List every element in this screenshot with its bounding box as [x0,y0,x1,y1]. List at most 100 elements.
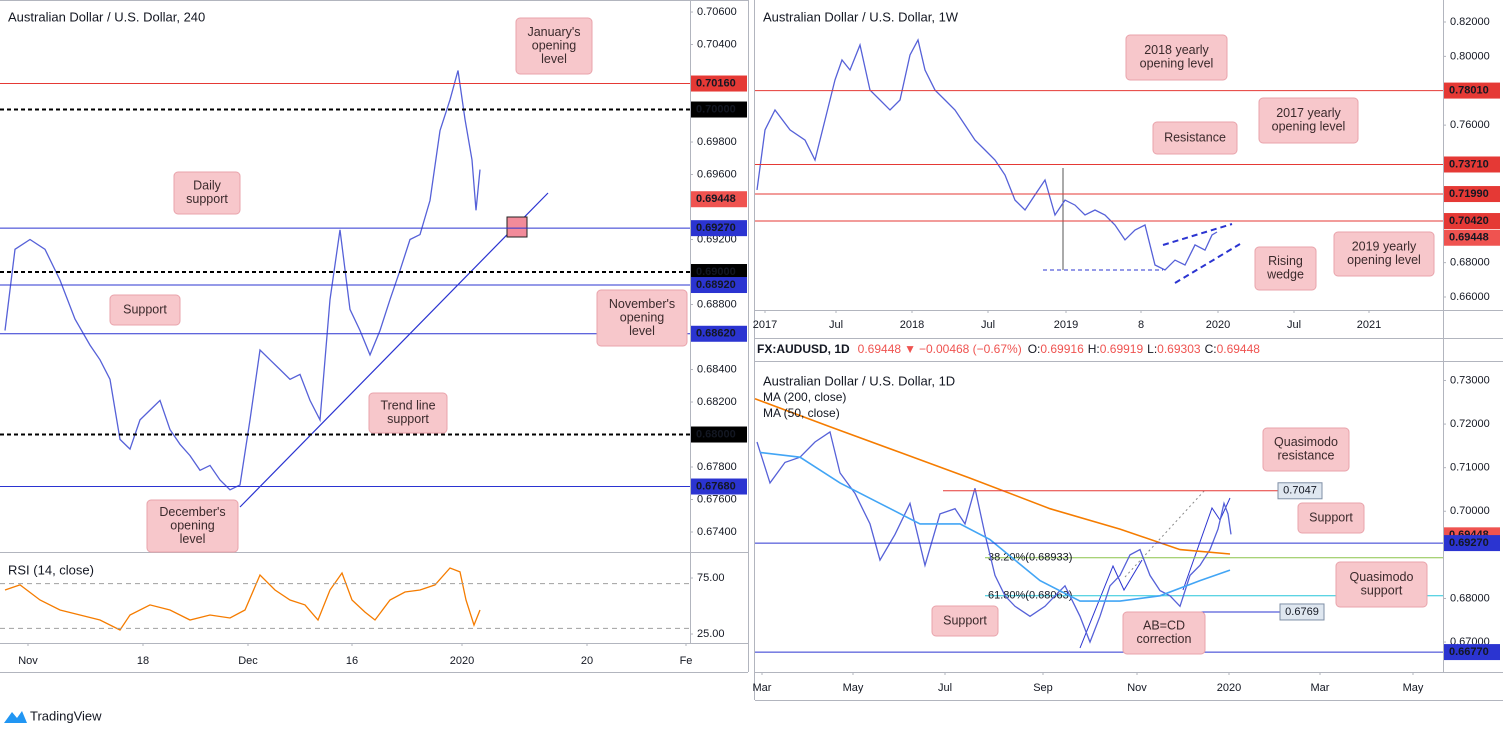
callout-box [1262,427,1350,472]
abcd-line [1079,559,1143,649]
callout-text: Support [943,613,987,627]
level-label: 0.66770 [1449,646,1489,658]
level-box [691,191,747,208]
y-tick-label: 0.67800 [697,461,737,473]
level-label: 0.68920 [696,279,736,291]
callout-box [146,499,239,553]
callout-text: opening [532,38,577,52]
level-box [691,478,747,495]
level-label: 0.78010 [1449,84,1489,96]
level-label: 0.70420 [1449,215,1489,227]
x-tick-label: 2021 [1357,319,1381,331]
callout-text: level [541,52,567,66]
level-box [1444,229,1500,246]
callout-text: correction [1137,632,1192,646]
chart-title: Australian Dollar / U.S. Dollar, 240 [8,9,205,24]
level-box [1444,535,1500,552]
level-box [691,264,747,281]
highlight-zone [506,216,528,238]
x-tick-label: Nov [18,655,38,667]
x-tick-label: 2019 [1054,319,1078,331]
level-box [1444,213,1500,230]
y-tick-label: 0.68000 [1450,257,1490,269]
level-box [691,75,747,92]
level-label: 0.69270 [696,222,736,234]
x-tick-label: Nov [1127,682,1147,694]
legend-label: MA (200, close) [763,390,846,404]
y-tick-label: 0.68000 [1450,592,1490,604]
x-tick-label: Sep [1033,682,1053,694]
x-tick-label: Jul [981,319,995,331]
legend-label: MA (50, close) [763,406,840,420]
y-tick-label: 0.66000 [1450,291,1490,303]
callout-box [596,289,688,347]
y-tick-label: 0.68800 [697,298,737,310]
ohlc-value: 0.69303 [1157,342,1201,356]
callout-text: level [180,532,206,546]
series-line [4,567,481,631]
level-label: 0.70160 [696,77,736,89]
y-tick-label: 0.73000 [1450,374,1490,386]
x-tick-label: Dec [238,655,258,667]
level-box [691,426,747,443]
abcd-line [1182,497,1231,591]
y-tick-label: 0.80000 [1450,50,1490,62]
callout-box [1152,121,1238,155]
callout-text: level [629,324,655,338]
callout-text: Support [123,302,167,316]
y-tick-label: 0.67400 [697,526,737,538]
ohlc-value: 0.69919 [1100,342,1144,356]
callout-box [1335,561,1428,608]
chart-title: RSI (14, close) [8,562,94,577]
callout-text: Support [1309,510,1353,524]
y-tick-label: 75.00 [697,572,725,584]
x-tick-label: 18 [137,655,149,667]
level-note: 0.7047 [1283,485,1317,497]
fib-label: 61.80%(0.68063) [988,590,1072,602]
header: FX:AUDUSD, 1D 0.69448 ▼ −0.00468 (−0.67%) O:… [757,342,1260,356]
y-tick-label: 0.72000 [1450,418,1490,430]
callout-text: opening level [1347,253,1421,267]
callout-box [173,171,241,215]
series-line [756,430,1232,644]
callout-box [1258,97,1359,144]
callout-text: support [186,192,228,206]
ohlc-label: O: [1028,342,1041,356]
callout-text: support [387,412,429,426]
level-box [691,325,747,342]
y-tick-label: 0.82000 [1450,16,1490,28]
level-label: 0.69000 [696,266,736,278]
level-box [1444,156,1500,173]
x-tick-label: 2020 [1206,319,1230,331]
wedge-line [1174,243,1241,284]
logo-icon [4,711,27,723]
callout-text: Trend line [380,399,435,413]
x-tick-label: 8 [1138,319,1144,331]
callout-box [368,392,448,434]
callout-box [1122,611,1206,655]
callout-text: resistance [1278,449,1335,463]
series-line [759,451,1231,602]
level-label: 0.69448 [1449,232,1489,244]
brand: TradingView [30,708,102,723]
y-tick-label: 0.70600 [697,6,737,18]
x-tick-label: Jul [938,682,952,694]
callout-text: 2019 yearly [1352,240,1417,254]
callout-text: November's [609,297,675,311]
level-box [691,277,747,294]
x-tick-label: 16 [346,655,358,667]
callout-box [931,605,999,637]
callout-text: wedge [1266,268,1304,282]
last-price: 0.69448 [858,342,902,356]
callout-text: 2018 yearly [1144,43,1209,57]
change: −0.00468 (−0.67%) [919,342,1022,356]
ohlc-label: C: [1205,342,1217,356]
level-label: 0.67680 [696,480,736,492]
y-tick-label: 0.76000 [1450,119,1490,131]
logo: TradingView [4,708,102,723]
x-tick-label: Jul [829,319,843,331]
change-arrow: ▼ [904,342,916,356]
level-label: 0.70000 [696,103,736,115]
x-tick-label: 2020 [450,655,474,667]
